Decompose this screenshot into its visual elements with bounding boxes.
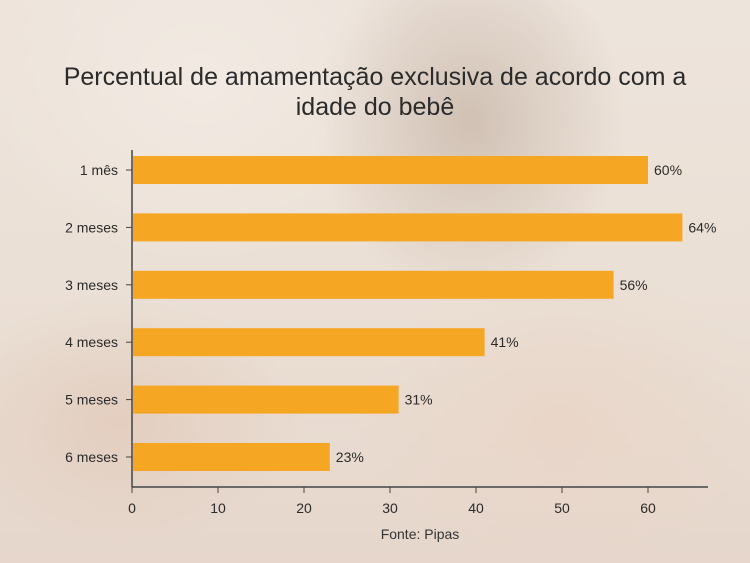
data-label: 31%: [405, 392, 433, 408]
x-tick-label: 40: [468, 500, 484, 516]
y-tick-label: 2 meses: [65, 219, 118, 235]
y-tick-label: 3 meses: [65, 277, 118, 293]
y-tick-label: 4 meses: [65, 334, 118, 350]
x-tick-label: 60: [640, 500, 656, 516]
bar: [133, 270, 614, 299]
data-label: 64%: [688, 219, 716, 235]
chart-title: Percentual de amamentação exclusiva de a…: [63, 63, 687, 121]
bar: [133, 385, 399, 414]
data-label: 41%: [491, 334, 519, 350]
data-label: 60%: [654, 162, 682, 178]
x-tick-label: 50: [554, 500, 570, 516]
y-tick-label: 1 mês: [80, 162, 118, 178]
y-tick-label: 5 meses: [65, 392, 118, 408]
x-tick-label: 30: [382, 500, 398, 516]
bar: [133, 443, 330, 471]
data-label: 23%: [336, 449, 364, 465]
x-tick-label: 0: [128, 500, 136, 516]
bar: [133, 156, 648, 184]
y-tick-label: 6 meses: [65, 449, 118, 465]
bar: [133, 213, 683, 242]
bar: [133, 328, 485, 357]
x-tick-label: 10: [210, 500, 226, 516]
source-note: Fonte: Pipas: [380, 526, 460, 542]
data-label: 56%: [620, 277, 648, 293]
x-tick-label: 20: [296, 500, 312, 516]
